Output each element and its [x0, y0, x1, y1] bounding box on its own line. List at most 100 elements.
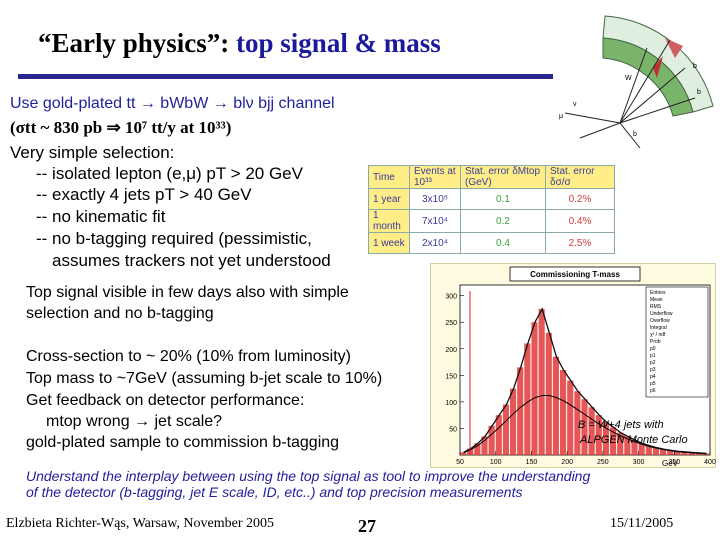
histogram-bar — [474, 443, 481, 455]
selection-jets: -- exactly 4 jets pT > 40 GeV — [36, 185, 252, 204]
histogram-bar — [660, 449, 667, 455]
x-tick-label: 350 — [668, 459, 680, 466]
table-header-row: Time Events at 10³³ Stat. error δMtop (G… — [368, 165, 615, 189]
table-cell: 0.1 — [460, 188, 546, 210]
table-header: Stat. error δMtop (GeV) — [460, 165, 546, 189]
histogram-bar — [631, 440, 638, 455]
stats-box-label: p6 — [650, 388, 656, 394]
table-cell: 0.2% — [545, 188, 615, 210]
histogram-bar — [624, 436, 631, 455]
x-tick-label: 300 — [633, 459, 645, 466]
histogram-bar — [524, 343, 531, 455]
bullet-feedback: Get feedback on detector performance: — [26, 392, 305, 409]
x-tick-label: 250 — [597, 459, 609, 466]
histogram-bar — [510, 388, 517, 455]
stats-box-label: p5 — [650, 381, 656, 387]
diagram-label-w: W — [625, 75, 632, 82]
table-row: 1 year 3x10⁵ 0.1 0.2% — [368, 188, 615, 210]
table-header: Time — [368, 165, 410, 189]
table-cell: 0.4 — [460, 232, 546, 254]
histogram-bar — [531, 322, 538, 455]
histogram-bar — [495, 415, 502, 455]
understand-line-2: of the detector (b-tagging, jet E scale,… — [26, 484, 523, 500]
histogram-bar — [560, 370, 567, 455]
title-part1: “Early physics”: — [38, 28, 230, 58]
y-tick-label: 300 — [445, 294, 457, 301]
histogram-bar — [645, 445, 652, 455]
title-rule — [18, 74, 553, 79]
x-tick-label: 100 — [490, 459, 502, 466]
histogram-bar — [617, 432, 624, 455]
diagram-label-b1: b — [633, 131, 637, 138]
y-tick-label: 250 — [445, 320, 457, 327]
histogram-bars — [460, 307, 709, 455]
stats-box — [645, 286, 709, 398]
selection-heading: Very simple selection: — [10, 143, 175, 162]
histogram-bar — [602, 422, 609, 455]
table-cell: 7x10⁴ — [409, 209, 461, 233]
detector-layer-inner — [602, 37, 694, 117]
chart-annotation-2: ALPGEN Monte Carlo — [579, 434, 688, 446]
stats-box-label: Overflow — [650, 318, 670, 324]
chart-title: Commissioning T-mass — [530, 270, 620, 279]
stats-box-label: p4 — [650, 374, 656, 380]
histogram-bar — [502, 404, 509, 455]
table-cell: 2x10⁴ — [409, 232, 461, 254]
title-part2: top signal & mass — [236, 28, 441, 58]
table-cell: 0.2 — [460, 209, 546, 233]
selection-btag: -- no b-tagging required (pessimistic, — [36, 229, 312, 248]
histogram-bar — [581, 399, 588, 455]
table-cell: 1 week — [368, 232, 410, 254]
cross-section-line: (σtt ~ 830 pb ⇒ 10⁷ tt/y at 10³³) — [10, 118, 232, 137]
stats-box-lines: EntriesMeanRMSUnderflowOverflowIntegralχ… — [650, 290, 673, 394]
chart-title-box — [509, 266, 641, 282]
x-tick-label: 150 — [526, 459, 538, 466]
y-tick-label: 100 — [445, 400, 457, 407]
histogram-bar — [552, 356, 559, 455]
selection-kinematic: -- no kinematic fit — [36, 207, 166, 226]
histogram-bar — [610, 427, 617, 455]
bullet-cross-section: Cross-section to ~ 20% (10% from luminos… — [26, 348, 351, 365]
stats-box-label: Entries — [650, 290, 666, 296]
histogram-bar — [574, 391, 581, 455]
y-tick-label: 200 — [445, 347, 457, 354]
selection-trackers: assumes trackers not yet understood — [52, 251, 331, 270]
histogram-bar — [460, 452, 467, 455]
event-display-diagram: W b ν μ b b — [559, 15, 714, 149]
signal-text-1: Top signal visible in few days also with… — [26, 284, 349, 301]
jet-cluster-1 — [645, 48, 663, 78]
histogram-bar — [517, 367, 524, 455]
stats-box-label: p0 — [650, 346, 656, 352]
histogram-bar — [667, 450, 674, 455]
diagram-label-nu: ν — [573, 101, 577, 108]
histogram-bar — [538, 308, 545, 455]
histogram-bar — [695, 452, 702, 455]
plot-axes: 50 100 150 200 250 300 50 100 150 200 250 300 350 400 — [445, 294, 716, 466]
stats-box-label: p3 — [650, 367, 656, 373]
signal-text-2: selection and no b-tagging — [26, 305, 214, 322]
bullet-top-mass: Top mass to ~7GeV (assuming b-jet scale … — [26, 370, 383, 387]
diagram-label-b3: b — [693, 63, 697, 70]
histogram-bar — [481, 436, 488, 455]
table-cell: 1 year — [368, 188, 410, 210]
understand-line-1: Understand the interplay between using t… — [26, 468, 591, 484]
footer-author: Elzbieta Richter-Wąs, Warsaw, November 2… — [6, 516, 274, 531]
chart-annotation-1: B = W+4 jets with — [578, 419, 664, 431]
particle-tracks — [564, 39, 696, 149]
channel-line: Use gold-plated tt → bWbW → blν bjj chan… — [10, 95, 335, 112]
jet-cluster-2 — [665, 38, 683, 58]
bullet-gold-plated: gold-plated sample to commission b-taggi… — [26, 434, 340, 451]
table-header: Events at 10³³ — [409, 165, 461, 189]
diagram-label-b2: b — [697, 89, 701, 96]
stats-box-label: p1 — [650, 353, 656, 359]
stats-box-label: Mean — [650, 297, 663, 303]
selection-lepton: -- isolated lepton (e,μ) pT > 20 GeV — [36, 164, 303, 183]
histogram-bar — [674, 451, 681, 455]
stats-box-label: Integral — [650, 325, 667, 331]
total-fit-curve — [463, 307, 707, 455]
histogram-bar — [545, 332, 552, 455]
table-header: Stat. error δσ/σ — [545, 165, 615, 189]
diagram-label-mu: μ — [559, 113, 563, 120]
histogram-bar — [688, 452, 695, 455]
y-tick-label: 150 — [445, 373, 457, 380]
